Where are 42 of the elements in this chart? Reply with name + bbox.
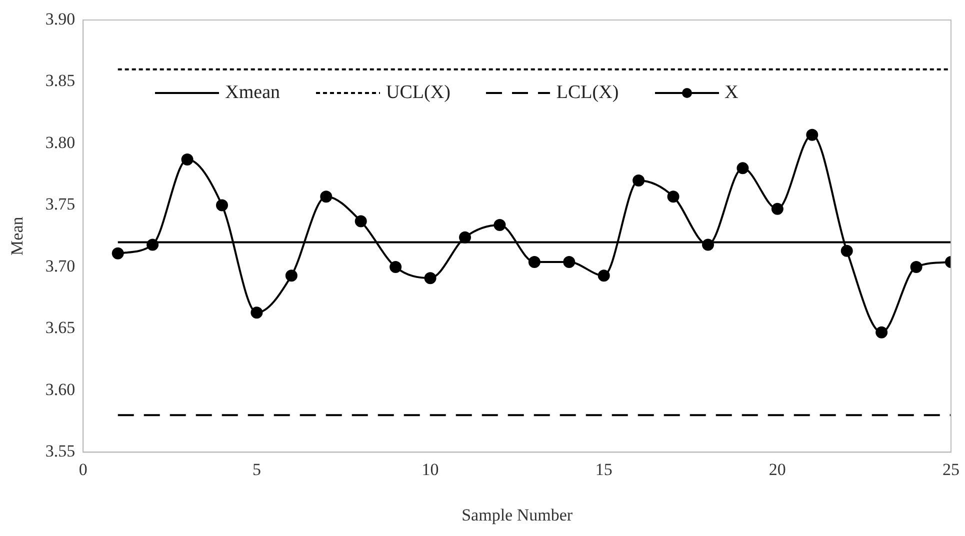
x-tick-label: 20 [768, 460, 786, 479]
legend-label: UCL(X) [386, 82, 450, 104]
y-tick-label: 3.60 [45, 380, 76, 399]
point [806, 128, 818, 141]
y-tick-label: 3.65 [45, 318, 76, 338]
y-axis-title: Mean [8, 216, 27, 256]
point [494, 218, 506, 231]
point [459, 231, 472, 244]
y-tick-label: 3.90 [45, 9, 76, 28]
point [563, 256, 576, 268]
point [632, 174, 645, 187]
y-tick-label: 3.55 [45, 442, 76, 461]
point [354, 215, 367, 228]
point [250, 306, 263, 319]
point [528, 256, 540, 268]
point [771, 202, 784, 215]
x-tick-label: 25 [942, 460, 960, 479]
x-tick-label: 15 [595, 460, 612, 479]
y-tick-label: 3.75 [45, 194, 76, 214]
point [112, 247, 124, 260]
point [424, 272, 436, 284]
x-axis-title: Sample Number [462, 505, 573, 524]
y-tick-label: 3.85 [45, 71, 76, 90]
point [285, 270, 298, 282]
x-tick-label: 0 [78, 460, 88, 479]
point [598, 270, 610, 282]
x-tick-label: 10 [422, 460, 439, 479]
point [216, 199, 228, 212]
legend-label: X [724, 82, 738, 104]
legend-label: LCL(X) [556, 82, 619, 104]
point [876, 326, 888, 338]
point [181, 154, 194, 166]
point [736, 162, 749, 174]
legend-label: Xmean [225, 82, 280, 104]
x-tick-label: 5 [252, 460, 261, 479]
y-tick-label: 3.70 [45, 256, 76, 276]
point [667, 190, 680, 203]
point [910, 260, 922, 273]
y-tick-label: 3.80 [45, 132, 76, 152]
point [840, 244, 853, 257]
point [390, 260, 402, 273]
point [320, 190, 332, 203]
